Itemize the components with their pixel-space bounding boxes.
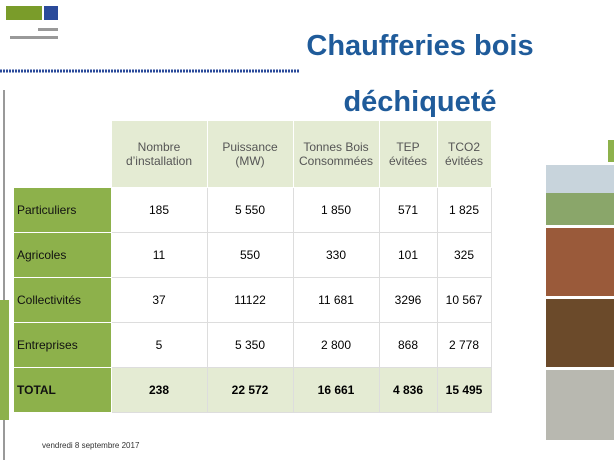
row-label: TOTAL xyxy=(14,368,112,413)
column-header: TEP évitées xyxy=(379,121,437,188)
cell: 22 572 xyxy=(207,368,293,413)
photo-boiler xyxy=(546,370,614,440)
cell: 5 350 xyxy=(207,323,293,368)
cell: 868 xyxy=(379,323,437,368)
cell: 2 778 xyxy=(437,323,491,368)
cell: 11 681 xyxy=(293,278,379,323)
cell: 5 550 xyxy=(207,188,293,233)
title: Chaufferies bois déchiqueté xyxy=(270,18,570,130)
cell: 5 xyxy=(111,323,207,368)
cell: 4 836 xyxy=(379,368,437,413)
cell: 550 xyxy=(207,233,293,278)
row-label: Entreprises xyxy=(14,323,112,368)
column-header: Puissance (MW) xyxy=(207,121,293,188)
footer-date: vendredi 8 septembre 2017 xyxy=(42,441,139,450)
cell: 330 xyxy=(293,233,379,278)
cell: 571 xyxy=(379,188,437,233)
column-header: Tonnes Bois Consommées xyxy=(293,121,379,188)
cell: 1 850 xyxy=(293,188,379,233)
cell: 101 xyxy=(379,233,437,278)
cell: 1 825 xyxy=(437,188,491,233)
photo-sky xyxy=(546,165,614,193)
left-bar xyxy=(0,300,9,420)
cell: 11122 xyxy=(207,278,293,323)
cell: 10 567 xyxy=(437,278,491,323)
cell: 238 xyxy=(111,368,207,413)
row-label: Agricoles xyxy=(14,233,112,278)
photo-machine xyxy=(546,228,614,296)
cell: 11 xyxy=(111,233,207,278)
cell: 325 xyxy=(437,233,491,278)
slide: Chaufferies bois déchiqueté Nombre d’ins… xyxy=(0,0,614,464)
cell: 16 661 xyxy=(293,368,379,413)
row-label: Particuliers xyxy=(14,188,112,233)
column-header: Nombre d’installation xyxy=(111,121,207,188)
logo-mark xyxy=(6,6,42,20)
cell: 2 800 xyxy=(293,323,379,368)
photo-chips xyxy=(546,299,614,367)
cell: 15 495 xyxy=(437,368,491,413)
logo-line xyxy=(38,28,58,31)
right-bar xyxy=(608,140,614,162)
logo-flag xyxy=(44,6,58,20)
column-header: TCO2 évitées xyxy=(437,121,491,188)
cell: 37 xyxy=(111,278,207,323)
cell: 185 xyxy=(111,188,207,233)
logo-line xyxy=(10,36,58,39)
cell: 3296 xyxy=(379,278,437,323)
row-label: Collectivités xyxy=(14,278,112,323)
corner-cell xyxy=(14,121,112,188)
